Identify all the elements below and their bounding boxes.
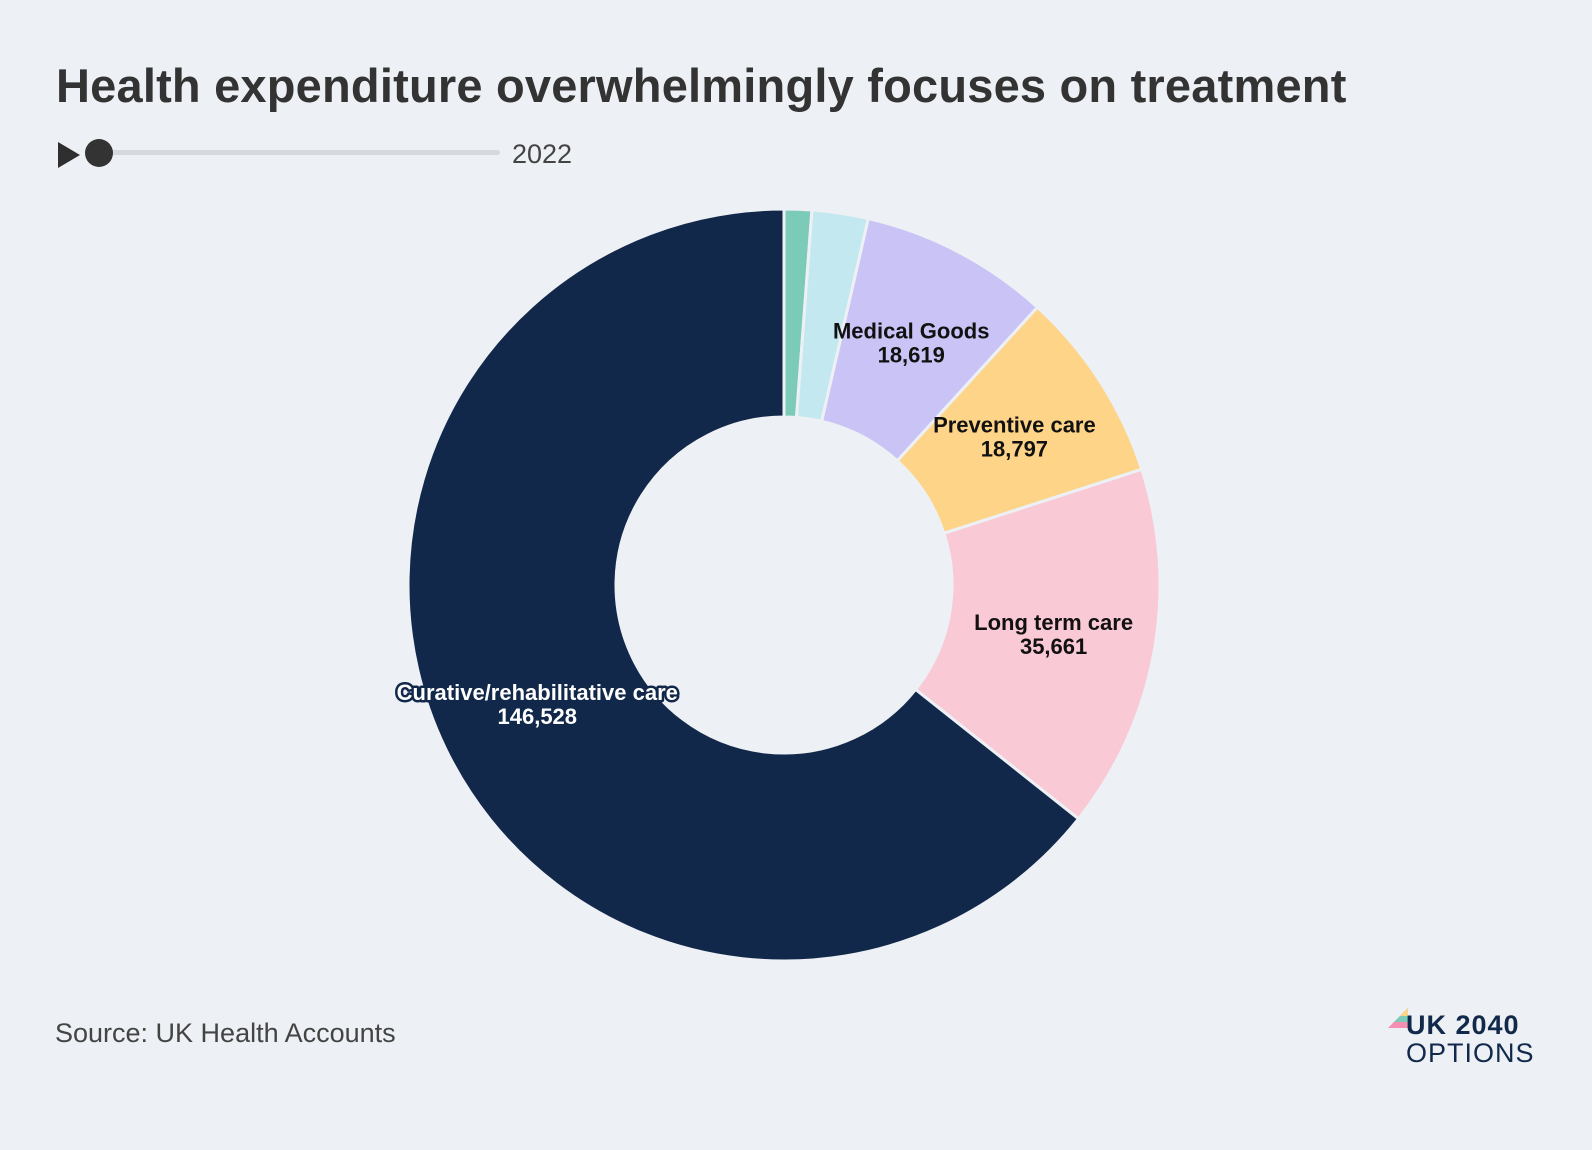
slice-label-preventive-care: Preventive care — [933, 413, 1096, 438]
slice-label-curative-rehabilitative-care: Curative/rehabilitative care — [397, 680, 678, 705]
slice-curative-rehabilitative-care[interactable] — [406, 207, 1080, 963]
slice-value-preventive-care: 18,797 — [981, 437, 1048, 462]
year-slider-track[interactable] — [100, 150, 500, 155]
chart-title: Health expenditure overwhelmingly focuse… — [56, 59, 1347, 112]
slice-label-long-term-care: Long term care — [974, 610, 1133, 635]
slice-value-curative-rehabilitative-care: 146,528 — [498, 704, 578, 729]
slice-label-medical-goods: Medical Goods — [833, 318, 989, 343]
logo: UK 2040 OPTIONS — [1384, 1006, 1544, 1086]
logo-text-line2: OPTIONS — [1406, 1038, 1535, 1068]
logo-mark-icon — [1388, 1008, 1408, 1028]
slice-value-medical-goods: 18,619 — [878, 342, 945, 367]
logo-text-line1: UK 2040 — [1406, 1010, 1520, 1040]
source-note: Source: UK Health Accounts — [55, 1018, 396, 1048]
year-slider-handle[interactable] — [85, 139, 113, 167]
timeline: 2022 — [56, 138, 596, 172]
slice-long-term-care[interactable] — [914, 467, 1162, 821]
slice-value-long-term-care: 35,661 — [1020, 634, 1087, 659]
year-label: 2022 — [512, 139, 573, 169]
play-icon[interactable] — [58, 142, 80, 168]
